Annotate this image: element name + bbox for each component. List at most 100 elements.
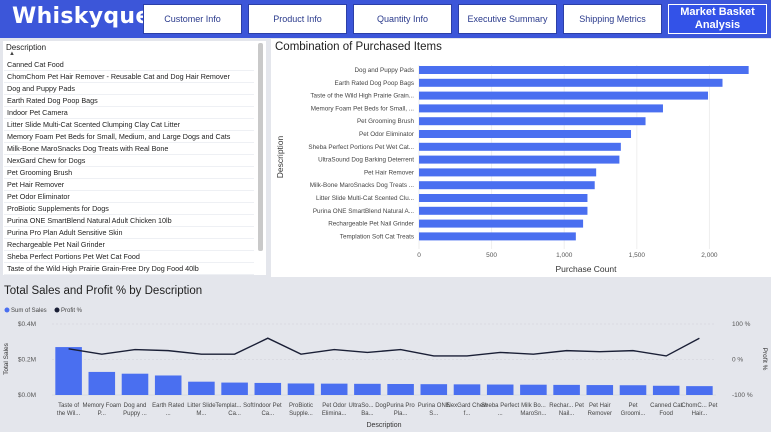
profit-line[interactable] xyxy=(68,337,700,357)
sales-bar[interactable] xyxy=(320,383,348,395)
slicer-item[interactable]: NexGard Chew for Dogs xyxy=(4,155,254,167)
x-tick-label: Memory Foam P... xyxy=(82,403,121,417)
purchase-count-bar[interactable] xyxy=(419,104,663,113)
sales-bar[interactable] xyxy=(287,383,315,395)
purchase-count-bar[interactable] xyxy=(419,117,646,126)
nav-executive-summary[interactable]: Executive Summary xyxy=(458,4,557,34)
purchase-count-bar[interactable] xyxy=(419,155,620,164)
y-tick-label: Pet Odor Eliminator xyxy=(359,131,414,138)
legend-sales-marker xyxy=(4,307,10,313)
slicer-item[interactable]: Pet Odor Eliminator xyxy=(4,191,254,203)
slicer-item[interactable]: Pet Grooming Brush xyxy=(4,167,254,179)
slicer-item[interactable]: Taste of the Wild High Prairie Grain-Fre… xyxy=(4,263,254,275)
purchase-count-bar[interactable] xyxy=(419,142,621,151)
nav-shipping-metrics[interactable]: Shipping Metrics xyxy=(563,4,662,34)
slicer-item[interactable]: Pet Hair Remover xyxy=(4,179,254,191)
y-tick-label: $0.2M xyxy=(18,357,36,364)
slicer-item[interactable]: ChomChom Pet Hair Remover - Reusable Cat… xyxy=(4,71,254,83)
combination-bar-chart: 0 500 1,000 1,500 2,000 Dog and Puppy Pads Ear… xyxy=(275,65,749,274)
sales-bar[interactable] xyxy=(520,384,547,395)
purchase-count-bar[interactable] xyxy=(419,232,576,241)
sales-bar[interactable] xyxy=(652,385,680,395)
sales-bar[interactable] xyxy=(254,382,282,395)
y-tick-label: Templation Soft Cat Treats xyxy=(340,233,414,240)
slicer-item[interactable]: ProBiotic Supplements for Dogs xyxy=(4,203,254,215)
sales-bar[interactable] xyxy=(188,381,215,395)
y-tick-label: Sheba Perfect Portions Pet Wet Cat... xyxy=(308,144,414,151)
combination-chart-panel: Combination of Purchased Items 0 500 1,000… xyxy=(271,39,771,277)
legend-profit-marker xyxy=(54,307,60,313)
sales-bar[interactable] xyxy=(55,347,82,395)
sales-bar[interactable] xyxy=(221,382,248,395)
slicer-item[interactable]: Dog and Puppy Pads xyxy=(4,83,254,95)
nav-market-basket-analysis[interactable]: Market Basket Analysis xyxy=(668,4,767,34)
y-tick-label: Rechargeable Pet Nail Grinder xyxy=(328,221,414,228)
sales-bar[interactable] xyxy=(553,384,580,395)
nav-product-info[interactable]: Product Info xyxy=(248,4,347,34)
sales-bar[interactable] xyxy=(121,373,149,395)
slicer-scrollbar[interactable] xyxy=(258,43,263,251)
combination-chart-title: Combination of Purchased Items xyxy=(275,41,442,53)
brand-logo: Whiskyque xyxy=(12,4,151,29)
x-axis-label: Description xyxy=(366,422,401,429)
sales-bar[interactable] xyxy=(354,383,381,395)
slicer-item[interactable]: Indoor Pet Camera xyxy=(4,107,254,119)
sales-bar[interactable] xyxy=(154,375,182,395)
x-tick-label: ProBiotic Supple... xyxy=(289,403,313,417)
slicer-item[interactable]: Memory Foam Pet Beds for Small, Medium, … xyxy=(4,131,254,143)
x-tick-label: 2,000 xyxy=(701,252,718,259)
sales-bar[interactable] xyxy=(619,385,647,395)
purchase-count-bar[interactable] xyxy=(419,78,723,87)
sales-bar[interactable] xyxy=(88,371,116,395)
x-tick-label: 500 xyxy=(486,252,497,259)
y-tick-label: Pet Hair Remover xyxy=(364,169,414,176)
slicer-item[interactable]: Purina ONE SmartBlend Natural Adult Chic… xyxy=(4,215,254,227)
x-tick-label: NexGard Chew f... xyxy=(446,403,488,417)
description-slicer[interactable]: Description ▲ Canned Cat Food ChomChom Pe… xyxy=(3,41,266,275)
sales-bar[interactable] xyxy=(420,384,448,395)
legend-sales-label: Sum of Sales xyxy=(11,308,47,314)
purchase-count-bar[interactable] xyxy=(419,194,588,202)
purchase-count-bar[interactable] xyxy=(419,219,584,228)
nav-customer-info[interactable]: Customer Info xyxy=(143,4,242,34)
y-tick-label: Milk-Bone MaroSnacks Dog Treats ... xyxy=(310,182,415,189)
sales-profit-combo-chart: Sum of Sales Profit % $0.0M $0.2M $0.4M -100 … xyxy=(3,307,768,429)
purchase-count-bar[interactable] xyxy=(419,181,595,190)
x-tick-label: ChomC... Pet Hair... xyxy=(681,403,717,417)
x-tick-label: Canned Cat Food xyxy=(650,403,682,417)
slicer-item[interactable]: Rechargeable Pet Nail Grinder xyxy=(4,239,254,251)
purchase-count-bar[interactable] xyxy=(419,66,749,74)
slicer-item[interactable]: Sheba Perfect Portions Pet Wet Cat Food xyxy=(4,251,254,263)
y2-tick-label: 0 % xyxy=(732,357,743,364)
sales-bar[interactable] xyxy=(486,384,514,395)
slicer-item[interactable]: Milk-Bone MaroSnacks Dog Treats with Rea… xyxy=(4,143,254,155)
y-tick-label: Litter Slide Multi-Cat Scented Clu... xyxy=(316,195,414,202)
slicer-header[interactable]: Description xyxy=(6,43,47,52)
sales-bar[interactable] xyxy=(387,383,414,395)
sales-bar[interactable] xyxy=(686,386,713,395)
purchase-count-bar[interactable] xyxy=(419,168,597,177)
y-tick-label: $0.0M xyxy=(18,392,36,399)
nav-quantity-info[interactable]: Quantity Info xyxy=(353,4,452,34)
x-tick-label: Purina Pro Pla... xyxy=(386,403,415,417)
purchase-count-bar[interactable] xyxy=(419,91,708,100)
y-tick-label: Taste of the Wild High Prairie Grain... xyxy=(310,93,414,100)
x-tick-label: 1,500 xyxy=(629,252,646,259)
x-tick-label: Pet Odor Elimina... xyxy=(322,403,347,417)
y-axis-label: Description xyxy=(275,135,285,178)
x-tick-label: Pet Groomi... xyxy=(621,403,646,417)
slicer-item[interactable]: Earth Rated Dog Poop Bags xyxy=(4,95,254,107)
x-tick-label: Purina ONE S... xyxy=(418,403,450,417)
slicer-item[interactable]: Purina Pro Plan Adult Sensitive Skin xyxy=(4,227,254,239)
x-tick-label: Pet Hair Remover xyxy=(588,403,612,417)
slicer-item[interactable]: Litter Slide Multi-Cat Scented Clumping … xyxy=(4,119,254,131)
x-tick-label: Taste of the Wil... xyxy=(57,403,81,417)
sort-ascending-icon[interactable]: ▲ xyxy=(9,51,15,57)
sales-bar[interactable] xyxy=(586,385,614,395)
x-tick-label: Milk Bo... MaroSn... xyxy=(520,403,546,417)
y2-tick-label: -100 % xyxy=(732,392,753,399)
sales-bar[interactable] xyxy=(453,384,481,395)
slicer-item[interactable]: Canned Cat Food xyxy=(4,59,254,71)
purchase-count-bar[interactable] xyxy=(419,130,632,138)
purchase-count-bar[interactable] xyxy=(419,206,588,215)
